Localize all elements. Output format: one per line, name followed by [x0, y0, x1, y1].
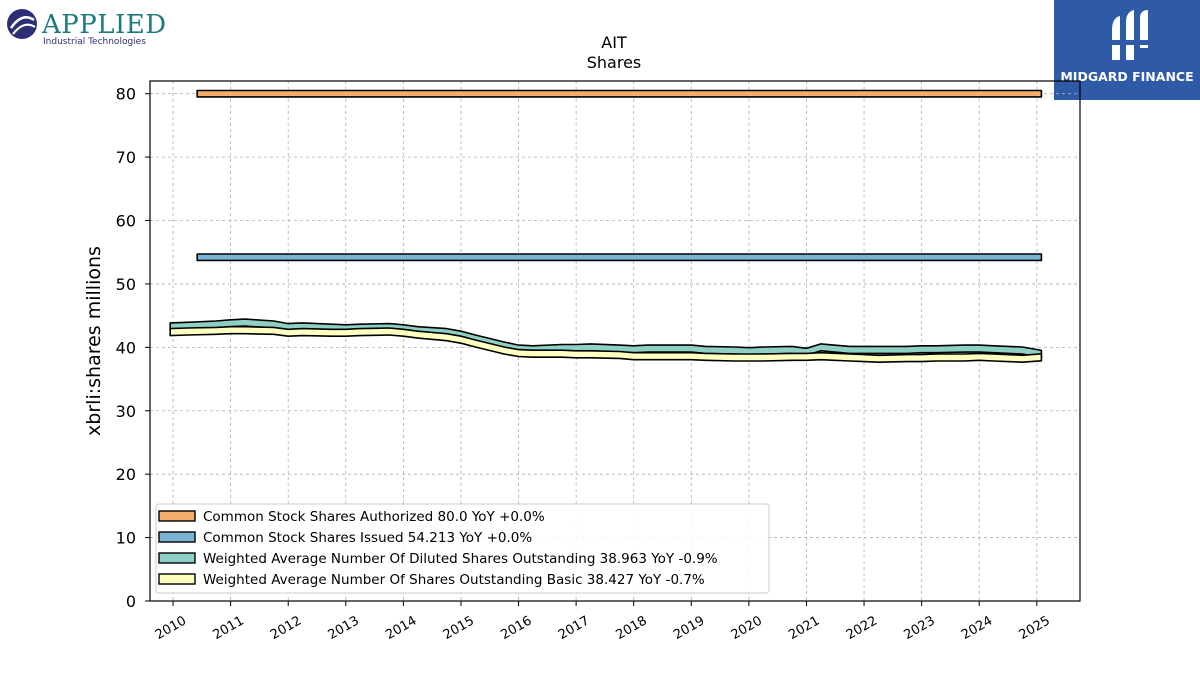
legend-swatch — [158, 573, 196, 585]
x-tick-label: 2024 — [959, 613, 995, 643]
legend-label: Common Stock Shares Authorized 80.0 YoY … — [203, 509, 545, 525]
series-band-3 — [169, 325, 1043, 364]
x-tick-label: 2025 — [1017, 613, 1053, 643]
x-tick-label: 2013 — [326, 613, 362, 643]
y-tick-label: 40 — [116, 338, 136, 357]
applied-logo: APPLIED Industrial Technologies — [6, 6, 166, 50]
x-tick-label: 2016 — [498, 613, 534, 643]
legend-label: Common Stock Shares Issued 54.213 YoY +0… — [203, 530, 532, 546]
y-tick-label: 80 — [116, 85, 136, 104]
series-band-1 — [196, 253, 1043, 262]
x-tick-label: 2020 — [729, 613, 765, 643]
legend-frame — [155, 503, 770, 594]
y-tick-label: 70 — [116, 148, 136, 167]
plot-frame — [149, 80, 1081, 602]
x-tick-label: 2011 — [210, 613, 246, 643]
legend-label: Weighted Average Number Of Diluted Share… — [203, 551, 718, 567]
applied-tagline: Industrial Technologies — [43, 37, 146, 47]
applied-brand-text: APPLIED — [42, 10, 167, 40]
series-band-0 — [196, 89, 1043, 98]
legend: Common Stock Shares Authorized 80.0 YoY … — [155, 503, 770, 594]
x-tick-label: 2021 — [786, 613, 822, 643]
legend-items: Common Stock Shares Authorized 80.0 YoY … — [158, 509, 718, 588]
x-tick-label: 2018 — [614, 613, 650, 643]
chart-title: AIT — [601, 33, 627, 52]
x-tick-label: 2010 — [153, 613, 189, 643]
y-tick-label: 50 — [116, 275, 136, 294]
y-tick-label: 10 — [116, 529, 136, 548]
globe-icon — [7, 9, 37, 39]
y-tick-label: 20 — [116, 465, 136, 484]
midgard-logo: MIDGARD FINANCE — [1054, 0, 1200, 100]
y-tick-label: 30 — [116, 402, 136, 421]
midgard-label: MIDGARD FINANCE — [1060, 69, 1194, 84]
x-tick-label: 2012 — [268, 613, 304, 643]
x-tick-label: 2015 — [441, 613, 477, 643]
chart-subtitle: Shares — [587, 53, 642, 72]
y-tick-label: 60 — [116, 212, 136, 231]
series-layer — [169, 89, 1043, 364]
y-axis-label: xbrli:shares millions — [83, 246, 105, 436]
legend-label: Weighted Average Number Of Shares Outsta… — [203, 572, 705, 588]
x-tick-label: 2019 — [671, 613, 707, 643]
x-tick-label: 2017 — [556, 613, 592, 643]
x-tick-label: 2014 — [383, 613, 419, 643]
legend-swatch — [158, 531, 196, 543]
y-tick-label: 0 — [126, 592, 136, 611]
midgard-emblem-icon — [1108, 10, 1152, 60]
x-tick-label: 2023 — [901, 613, 937, 643]
legend-swatch — [158, 510, 196, 522]
legend-swatch — [158, 552, 196, 564]
x-tick-label: 2022 — [844, 613, 880, 643]
